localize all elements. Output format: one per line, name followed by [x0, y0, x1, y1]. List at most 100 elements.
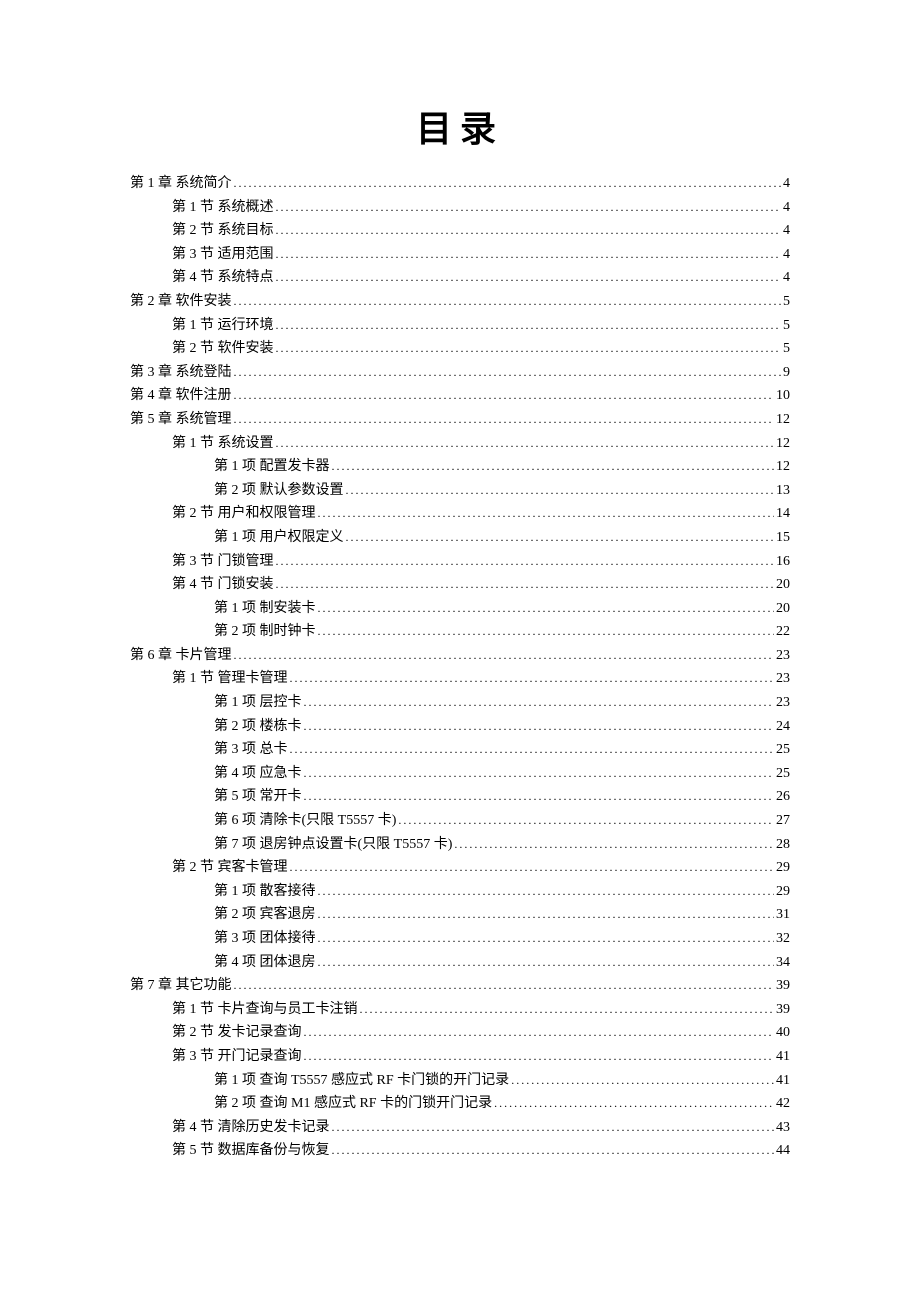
toc-entry-page: 16: [776, 550, 790, 574]
toc-entry[interactable]: 第 1 章 系统简介4: [130, 172, 790, 196]
toc-entry[interactable]: 第 1 节 运行环境 5: [130, 314, 790, 338]
toc-leader-dots: [332, 1139, 775, 1163]
toc-entry[interactable]: 第 4 节 系统特点4: [130, 266, 790, 290]
toc-leader-dots: [276, 314, 782, 338]
toc-entry-label: 第 1 节 运行环境: [172, 314, 274, 338]
toc-entry-label: 第 6 项 清除卡(只限 T5557 卡): [214, 809, 396, 833]
toc-leader-dots: [234, 408, 775, 432]
toc-entry-page: 25: [776, 762, 790, 786]
toc-entry[interactable]: 第 2 节 发卡记录查询40: [130, 1021, 790, 1045]
toc-entry-page: 44: [776, 1139, 790, 1163]
toc-entry[interactable]: 第 1 项 层控卡23: [130, 691, 790, 715]
toc-entry[interactable]: 第 7 章 其它功能39: [130, 974, 790, 998]
toc-entry[interactable]: 第 6 项 清除卡(只限 T5557 卡) 27: [130, 809, 790, 833]
toc-leader-dots: [276, 573, 775, 597]
toc-entry[interactable]: 第 7 项 退房钟点设置卡(只限 T5557 卡)28: [130, 833, 790, 857]
toc-leader-dots: [276, 266, 782, 290]
toc-entry-label: 第 2 节 用户和权限管理: [172, 502, 316, 526]
toc-entry-label: 第 7 项 退房钟点设置卡(只限 T5557 卡): [214, 833, 452, 857]
toc-entry-page: 12: [776, 432, 790, 456]
toc-leader-dots: [318, 903, 775, 927]
toc-entry[interactable]: 第 2 项 宾客退房31: [130, 903, 790, 927]
toc-entry[interactable]: 第 1 项 散客接待29: [130, 880, 790, 904]
toc-entry[interactable]: 第 2 节 软件安装5: [130, 337, 790, 361]
toc-entry[interactable]: 第 4 章 软件注册 10: [130, 384, 790, 408]
toc-entry[interactable]: 第 1 项 用户权限定义 15: [130, 526, 790, 550]
toc-entry-page: 39: [776, 974, 790, 998]
toc-entry[interactable]: 第 3 章 系统登陆9: [130, 361, 790, 385]
toc-entry-label: 第 2 章 软件安装: [130, 290, 232, 314]
toc-entry[interactable]: 第 4 节 门锁安装20: [130, 573, 790, 597]
toc-leader-dots: [276, 550, 775, 574]
toc-entry[interactable]: 第 1 节 系统设置 12: [130, 432, 790, 456]
toc-entry[interactable]: 第 3 节 适用范围4: [130, 243, 790, 267]
toc-entry[interactable]: 第 1 节 系统概述4: [130, 196, 790, 220]
toc-entry-label: 第 1 节 管理卡管理: [172, 667, 288, 691]
toc-entry-label: 第 1 项 用户权限定义: [214, 526, 344, 550]
toc-entry-label: 第 2 节 宾客卡管理: [172, 856, 288, 880]
toc-entry[interactable]: 第 2 节 用户和权限管理14: [130, 502, 790, 526]
toc-entry[interactable]: 第 2 项 楼栋卡24: [130, 715, 790, 739]
toc-entry-page: 23: [776, 644, 790, 668]
toc-entry[interactable]: 第 1 节 卡片查询与员工卡注销39: [130, 998, 790, 1022]
toc-entry-page: 5: [783, 314, 790, 338]
toc-entry[interactable]: 第 2 项 制时钟卡22: [130, 620, 790, 644]
toc-leader-dots: [304, 691, 775, 715]
toc-leader-dots: [234, 644, 775, 668]
toc-entry[interactable]: 第 4 节 清除历史发卡记录43: [130, 1116, 790, 1140]
toc-entry-page: 41: [776, 1045, 790, 1069]
toc-entry-page: 4: [783, 266, 790, 290]
toc-leader-dots: [360, 998, 775, 1022]
toc-entry[interactable]: 第 6 章 卡片管理 23: [130, 644, 790, 668]
toc-entry-page: 32: [776, 927, 790, 951]
toc-leader-dots: [318, 951, 775, 975]
toc-entry-label: 第 4 章 软件注册: [130, 384, 232, 408]
toc-entry-label: 第 1 节 系统设置: [172, 432, 274, 456]
toc-entry-page: 4: [783, 219, 790, 243]
toc-entry[interactable]: 第 5 项 常开卡26: [130, 785, 790, 809]
toc-entry[interactable]: 第 5 节 数据库备份与恢复44: [130, 1139, 790, 1163]
toc-entry[interactable]: 第 3 项 团体接待 32: [130, 927, 790, 951]
toc-entry[interactable]: 第 2 章 软件安装5: [130, 290, 790, 314]
toc-leader-dots: [318, 927, 775, 951]
toc-entry[interactable]: 第 3 节 门锁管理 16: [130, 550, 790, 574]
toc-entry[interactable]: 第 3 项 总卡25: [130, 738, 790, 762]
toc-entry-label: 第 3 项 团体接待: [214, 927, 316, 951]
toc-entry[interactable]: 第 4 项 团体退房34: [130, 951, 790, 975]
toc-entry[interactable]: 第 1 项 配置发卡器12: [130, 455, 790, 479]
toc-entry-label: 第 6 章 卡片管理: [130, 644, 232, 668]
toc-entry-label: 第 2 节 软件安装: [172, 337, 274, 361]
toc-leader-dots: [318, 502, 775, 526]
toc-entry-label: 第 2 项 默认参数设置: [214, 479, 344, 503]
toc-entry-page: 26: [776, 785, 790, 809]
toc-entry-page: 15: [776, 526, 790, 550]
toc-entry-label: 第 1 项 制安装卡: [214, 597, 316, 621]
toc-entry-page: 27: [776, 809, 790, 833]
toc-entry-page: 4: [783, 196, 790, 220]
toc-entry-label: 第 1 项 层控卡: [214, 691, 302, 715]
toc-entry-page: 31: [776, 903, 790, 927]
toc-entry-page: 4: [783, 172, 790, 196]
toc-entry-page: 23: [776, 667, 790, 691]
toc-entry-label: 第 2 节 发卡记录查询: [172, 1021, 302, 1045]
toc-leader-dots: [304, 1045, 775, 1069]
toc-leader-dots: [276, 243, 782, 267]
toc-entry[interactable]: 第 1 节 管理卡管理 23: [130, 667, 790, 691]
toc-entry-page: 10: [776, 384, 790, 408]
toc-entry[interactable]: 第 2 节 系统目标4: [130, 219, 790, 243]
toc-entry-label: 第 3 节 门锁管理: [172, 550, 274, 574]
toc-entry-label: 第 1 项 配置发卡器: [214, 455, 330, 479]
toc-entry[interactable]: 第 5 章 系统管理12: [130, 408, 790, 432]
toc-entry-page: 29: [776, 880, 790, 904]
toc-entry-label: 第 1 项 查询 T5557 感应式 RF 卡门锁的开门记录: [214, 1069, 509, 1093]
toc-entry-page: 13: [776, 479, 790, 503]
toc-entry[interactable]: 第 2 节 宾客卡管理29: [130, 856, 790, 880]
toc-entry[interactable]: 第 3 节 开门记录查询 41: [130, 1045, 790, 1069]
toc-entry[interactable]: 第 2 项 查询 M1 感应式 RF 卡的门锁开门记录 42: [130, 1092, 790, 1116]
toc-entry-label: 第 3 节 开门记录查询: [172, 1045, 302, 1069]
toc-entry[interactable]: 第 4 项 应急卡25: [130, 762, 790, 786]
toc-entry[interactable]: 第 2 项 默认参数设置 13: [130, 479, 790, 503]
toc-leader-dots: [346, 479, 775, 503]
toc-entry[interactable]: 第 1 项 查询 T5557 感应式 RF 卡门锁的开门记录 41: [130, 1069, 790, 1093]
toc-entry[interactable]: 第 1 项 制安装卡20: [130, 597, 790, 621]
